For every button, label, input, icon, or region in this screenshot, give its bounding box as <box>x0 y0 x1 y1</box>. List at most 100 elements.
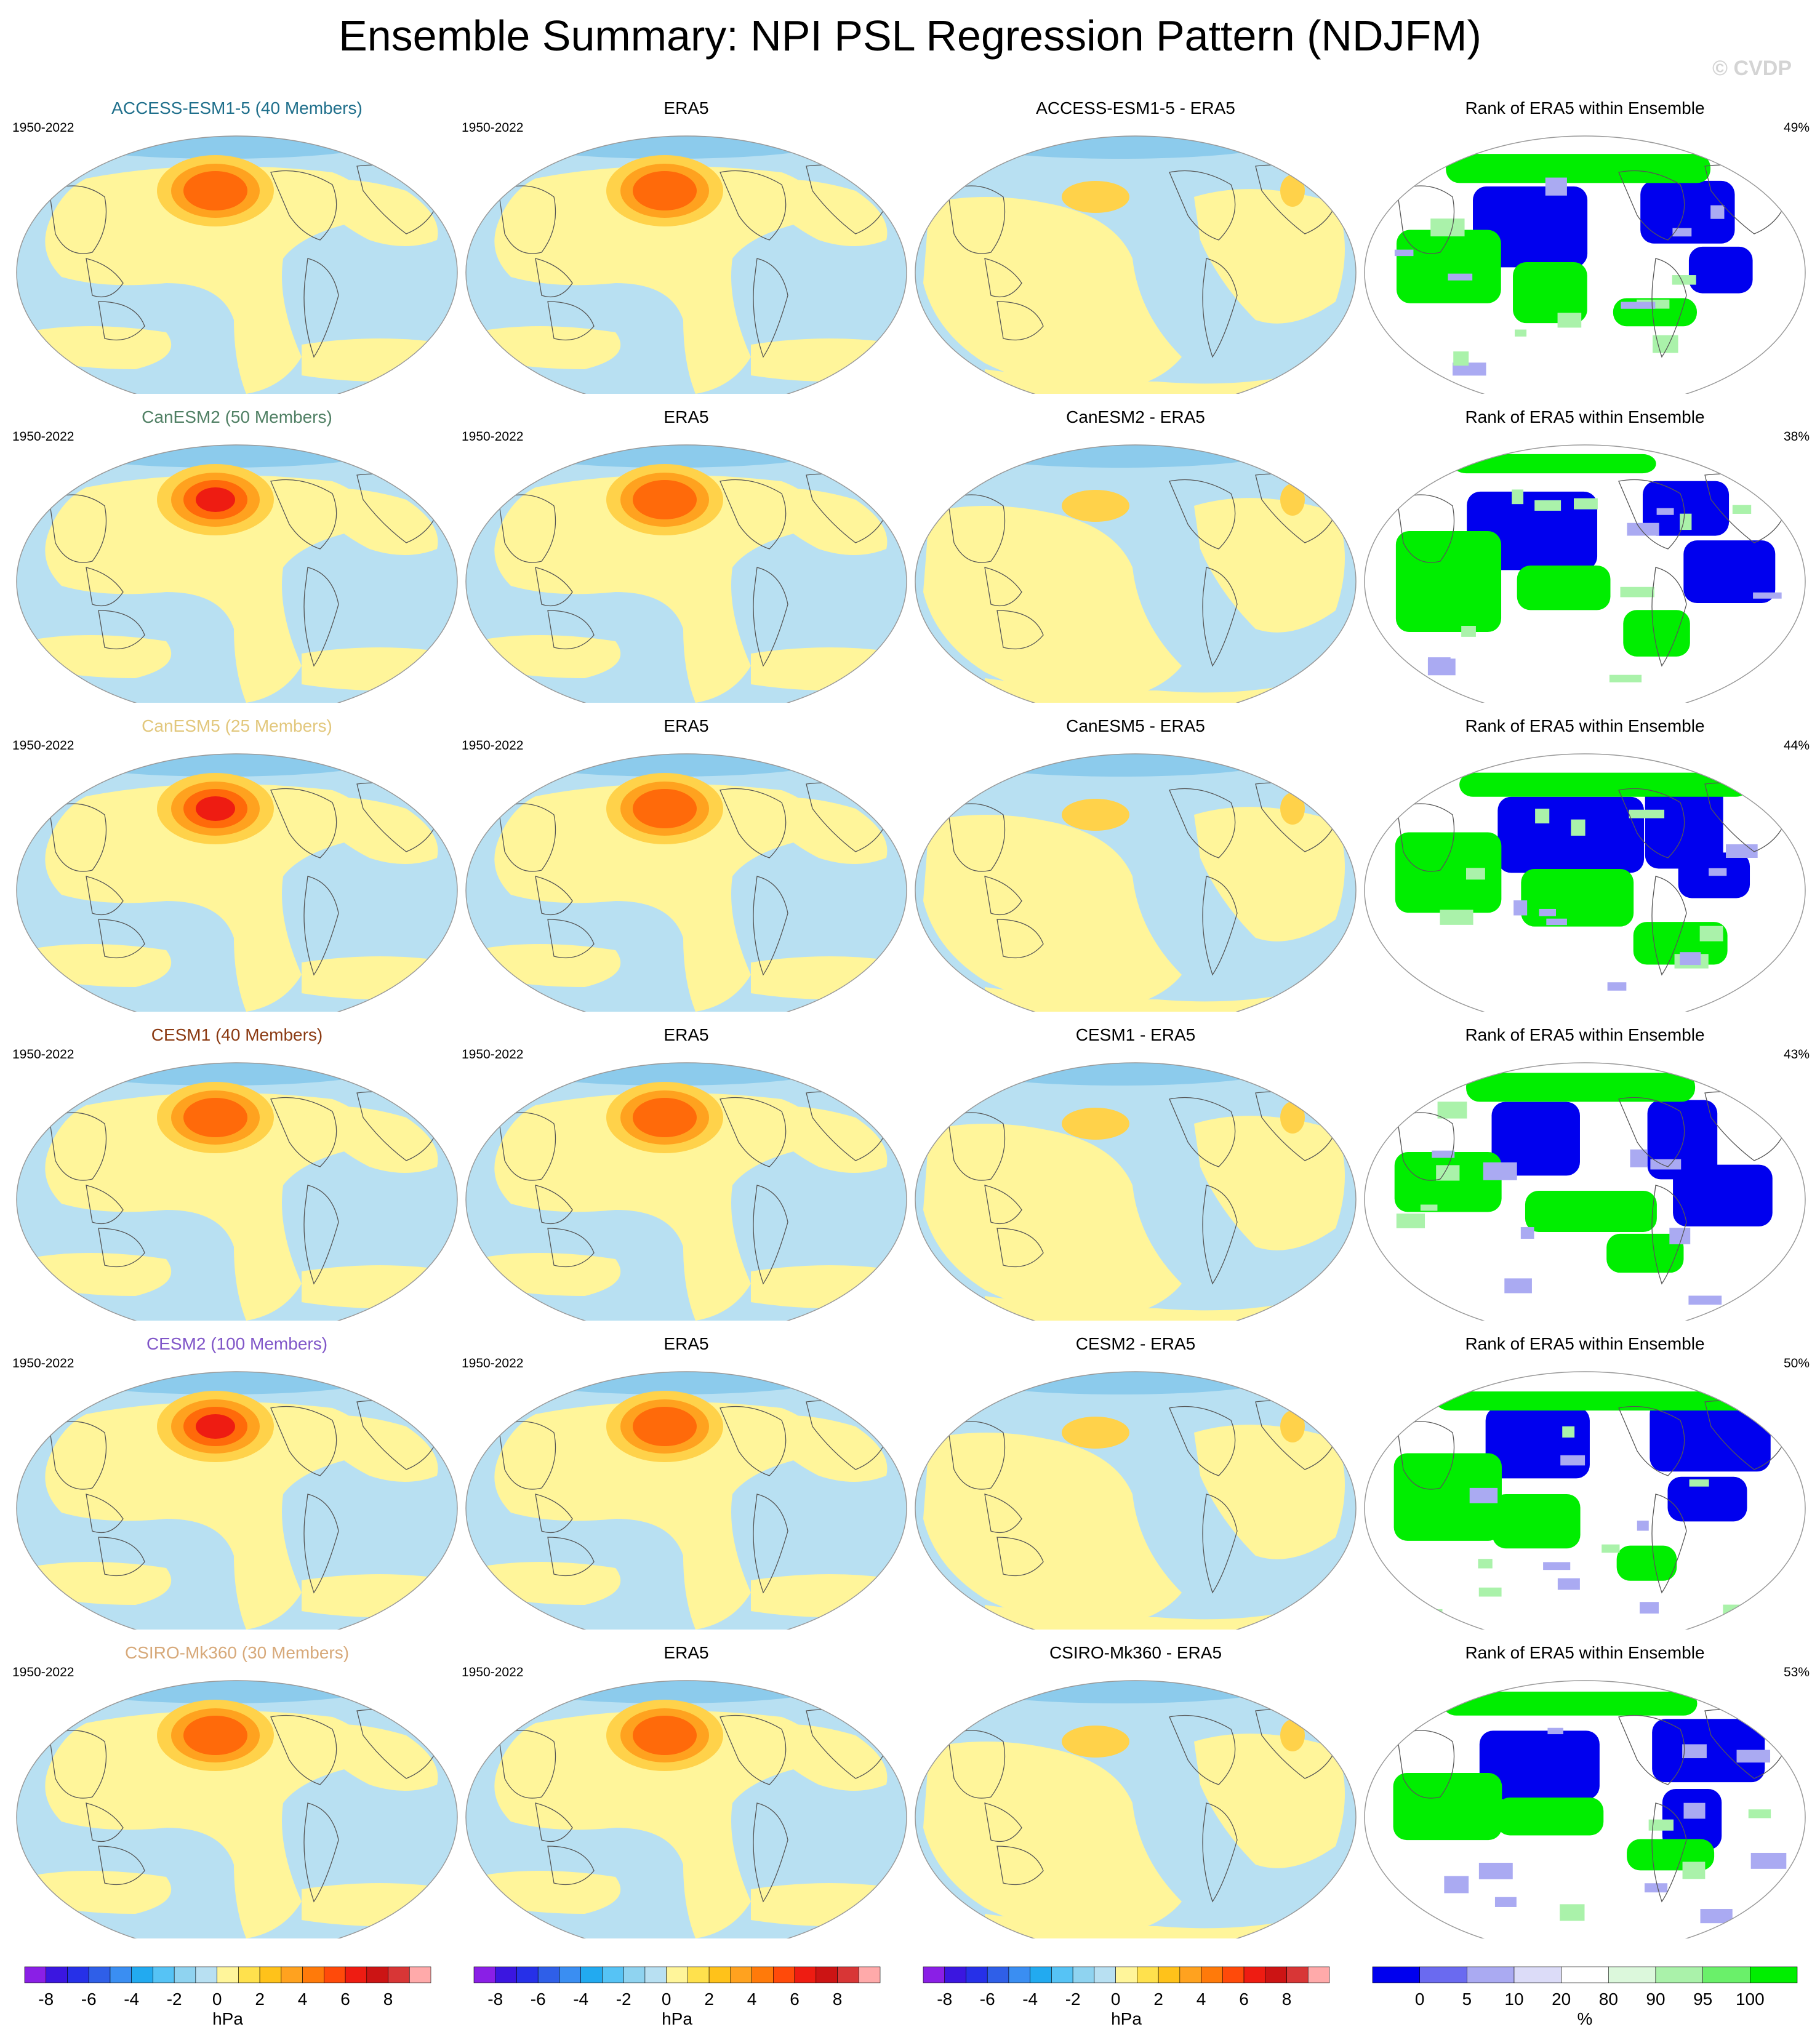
coastline-2 <box>98 919 145 959</box>
rank-blob-5 <box>1436 1391 1752 1411</box>
colorbar-swatch <box>1286 1966 1309 1983</box>
panel-title: Rank of ERA5 within Ensemble <box>1465 407 1705 426</box>
panel-title: CESM1 - ERA5 <box>1075 1025 1196 1044</box>
coastline-0 <box>498 185 556 254</box>
map-svg <box>1364 1371 1806 1630</box>
panel-rank: Rank of ERA5 within Ensemble 43% <box>1360 1025 1810 1321</box>
rank-field <box>1365 754 1805 1012</box>
panel-title: ERA5 <box>663 1643 709 1662</box>
coastline-4 <box>303 567 339 667</box>
coastline-3 <box>270 1714 337 1785</box>
colorbar-tick: -6 <box>531 1990 546 2009</box>
colorbar-swatch <box>602 1966 624 1983</box>
rank-patch-9 <box>1547 1727 1563 1735</box>
colorbar-swatch <box>366 1966 388 1983</box>
coastline-3 <box>720 170 787 241</box>
colorbar-swatch <box>1222 1966 1245 1983</box>
field-positive-2 <box>985 1605 1293 1630</box>
period-label: 1950-2022 <box>12 1047 74 1062</box>
map-border <box>16 1062 458 1321</box>
arctic-low <box>960 1681 1280 1703</box>
coastline-3 <box>720 479 787 550</box>
rank-percent: 43% <box>1783 1047 1810 1062</box>
colorbar-swatch <box>688 1966 710 1983</box>
rank-patch-11 <box>1469 1487 1498 1503</box>
panel-rank: Rank of ERA5 within Ensemble 49% <box>1360 98 1810 394</box>
coastline-1 <box>984 876 1022 916</box>
colorbar-swatch <box>324 1966 346 1983</box>
map-border <box>1364 1371 1806 1630</box>
rank-patch-8 <box>1545 177 1567 196</box>
rank-patch-9 <box>1680 952 1701 966</box>
rank-patch-4 <box>1620 586 1654 598</box>
npi-high-ring-2 <box>633 1716 697 1755</box>
field-positive-0 <box>45 1401 366 1630</box>
colorbar-tick: -8 <box>38 1990 54 2009</box>
coastline-1 <box>535 1802 573 1842</box>
panel-diff: CanESM5 - ERA5 <box>911 716 1360 1012</box>
map-border <box>16 753 458 1012</box>
field-positive-0 <box>923 1433 1182 1630</box>
npi-high-ring-2 <box>183 1098 247 1137</box>
colorbar-tick: 0 <box>212 1990 222 2009</box>
field-positive-0 <box>494 166 815 394</box>
map-svg <box>1364 1680 1806 1938</box>
coastline-3 <box>720 1714 787 1785</box>
field-positive-1 <box>1194 498 1345 633</box>
map-svg <box>1364 1062 1806 1321</box>
diff-anomaly <box>1062 1726 1129 1758</box>
panel-title: ERA5 <box>663 407 709 426</box>
coastline-4 <box>303 1494 339 1594</box>
map-svg <box>465 444 907 703</box>
coastline-2 <box>996 301 1044 341</box>
coastline-4 <box>303 1185 339 1285</box>
panel-model: CESM2 (100 Members) 1950-2022 <box>12 1334 462 1630</box>
field-positive-2 <box>985 1914 1293 1938</box>
coastline-2 <box>996 1846 1044 1886</box>
field-positive-0 <box>923 1124 1182 1321</box>
rank-blob-3 <box>1517 565 1611 610</box>
psl-field <box>915 1063 1356 1321</box>
colorbar-label: hPa <box>1111 2009 1142 2028</box>
colorbar-tick: 2 <box>1153 1990 1163 2009</box>
rank-colorbar-label: % <box>1577 2009 1593 2028</box>
map-svg <box>465 135 907 394</box>
rank-blob-1 <box>1642 481 1730 536</box>
colorbar-swatch <box>516 1966 539 1983</box>
panel-title: ACCESS-ESM1-5 - ERA5 <box>1036 98 1235 118</box>
colorbar-swatch <box>409 1966 431 1983</box>
period-label: 1950-2022 <box>12 738 74 753</box>
coastline-0 <box>49 185 107 254</box>
colorbar-tick: 6 <box>790 1990 800 2009</box>
rank-patch-2 <box>1748 1809 1771 1818</box>
coastline-0 <box>49 1421 107 1490</box>
colorbar-swatch <box>816 1966 838 1983</box>
coastline-1 <box>535 876 573 916</box>
field-positive-3 <box>751 1265 905 1308</box>
rank-patch-8 <box>1396 1214 1425 1228</box>
field-positive-3 <box>302 338 455 382</box>
coastline-2 <box>996 610 1044 650</box>
field-positive-1 <box>1194 1734 1345 1868</box>
coastline-4 <box>1202 1802 1238 1903</box>
arctic-low <box>511 1681 831 1703</box>
rank-patch-7 <box>1683 1802 1706 1819</box>
rank-patch-5 <box>1387 1102 1404 1113</box>
field-positive-3 <box>751 338 905 382</box>
coastline-1 <box>86 1185 124 1225</box>
psl-field <box>915 754 1356 1012</box>
rank-patch-3 <box>1669 1228 1691 1244</box>
coastline-2 <box>98 610 145 650</box>
colorbar-tick: -4 <box>124 1990 139 2009</box>
field-positive-2 <box>25 944 172 987</box>
rank-blob-6 <box>1623 610 1690 657</box>
rank-blob-3 <box>1513 262 1587 324</box>
colorbar-tick: 2 <box>704 1990 714 2009</box>
rank-colorbar-tick: 10 <box>1504 1990 1523 2009</box>
coastline-2 <box>547 1846 595 1886</box>
rank-patch-1 <box>1700 1909 1733 1924</box>
map-svg <box>465 1062 907 1321</box>
panel-model: CESM1 (40 Members) 1950-2022 <box>12 1025 462 1321</box>
field-positive-0 <box>45 783 366 1012</box>
rank-colorbar-tick: 90 <box>1646 1990 1665 2009</box>
